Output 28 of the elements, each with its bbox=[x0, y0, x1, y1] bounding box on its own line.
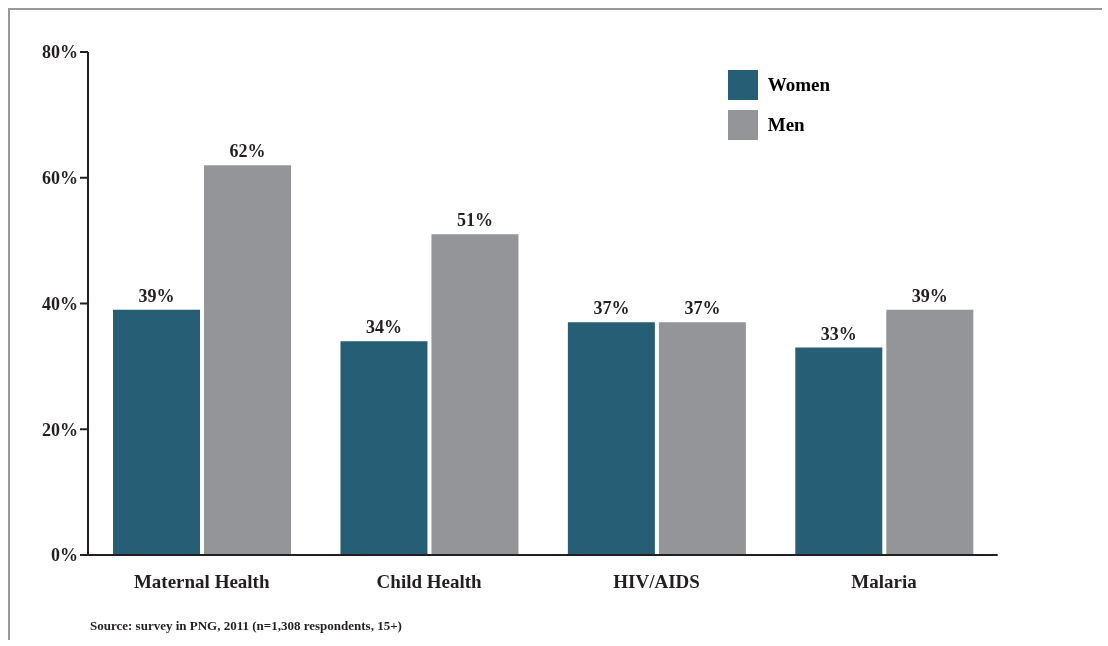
data-label: 33% bbox=[820, 323, 857, 344]
bar bbox=[431, 234, 519, 555]
y-tick-label: 60% bbox=[42, 168, 78, 189]
bar bbox=[113, 309, 201, 555]
y-tick-label: 0% bbox=[51, 545, 78, 566]
data-label: 34% bbox=[365, 317, 402, 338]
legend-label: Women bbox=[767, 74, 830, 96]
data-label: 37% bbox=[593, 298, 630, 319]
x-tick-label: Child Health bbox=[376, 571, 483, 593]
y-tick-label: 80% bbox=[42, 42, 78, 63]
data-label: 39% bbox=[138, 285, 175, 306]
source-note: Source: survey in PNG, 2011 (n=1,308 respondents, 15+) bbox=[90, 618, 402, 634]
data-label: 39% bbox=[911, 285, 948, 306]
bar bbox=[795, 347, 883, 555]
x-tick-label: Maternal Health bbox=[133, 571, 270, 593]
legend-label: Men bbox=[767, 114, 805, 136]
x-tick-label: HIV/AIDS bbox=[613, 571, 700, 593]
data-label: 51% bbox=[456, 210, 493, 231]
bar bbox=[886, 309, 974, 555]
bar bbox=[204, 165, 292, 555]
x-tick-label: Malaria bbox=[851, 571, 918, 593]
y-tick-label: 20% bbox=[42, 419, 78, 440]
bar bbox=[567, 322, 655, 555]
bar bbox=[340, 341, 428, 555]
bar bbox=[658, 322, 746, 555]
data-label: 37% bbox=[684, 298, 721, 319]
y-tick-label: 40% bbox=[42, 293, 78, 314]
data-label: 62% bbox=[229, 141, 266, 162]
